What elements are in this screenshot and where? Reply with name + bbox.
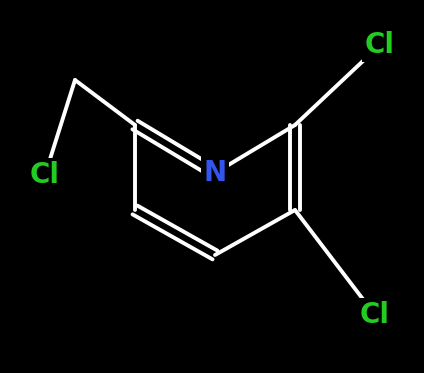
Text: Cl: Cl (360, 301, 390, 329)
Text: N: N (204, 159, 226, 187)
Text: Cl: Cl (30, 161, 60, 189)
Text: Cl: Cl (365, 31, 395, 59)
